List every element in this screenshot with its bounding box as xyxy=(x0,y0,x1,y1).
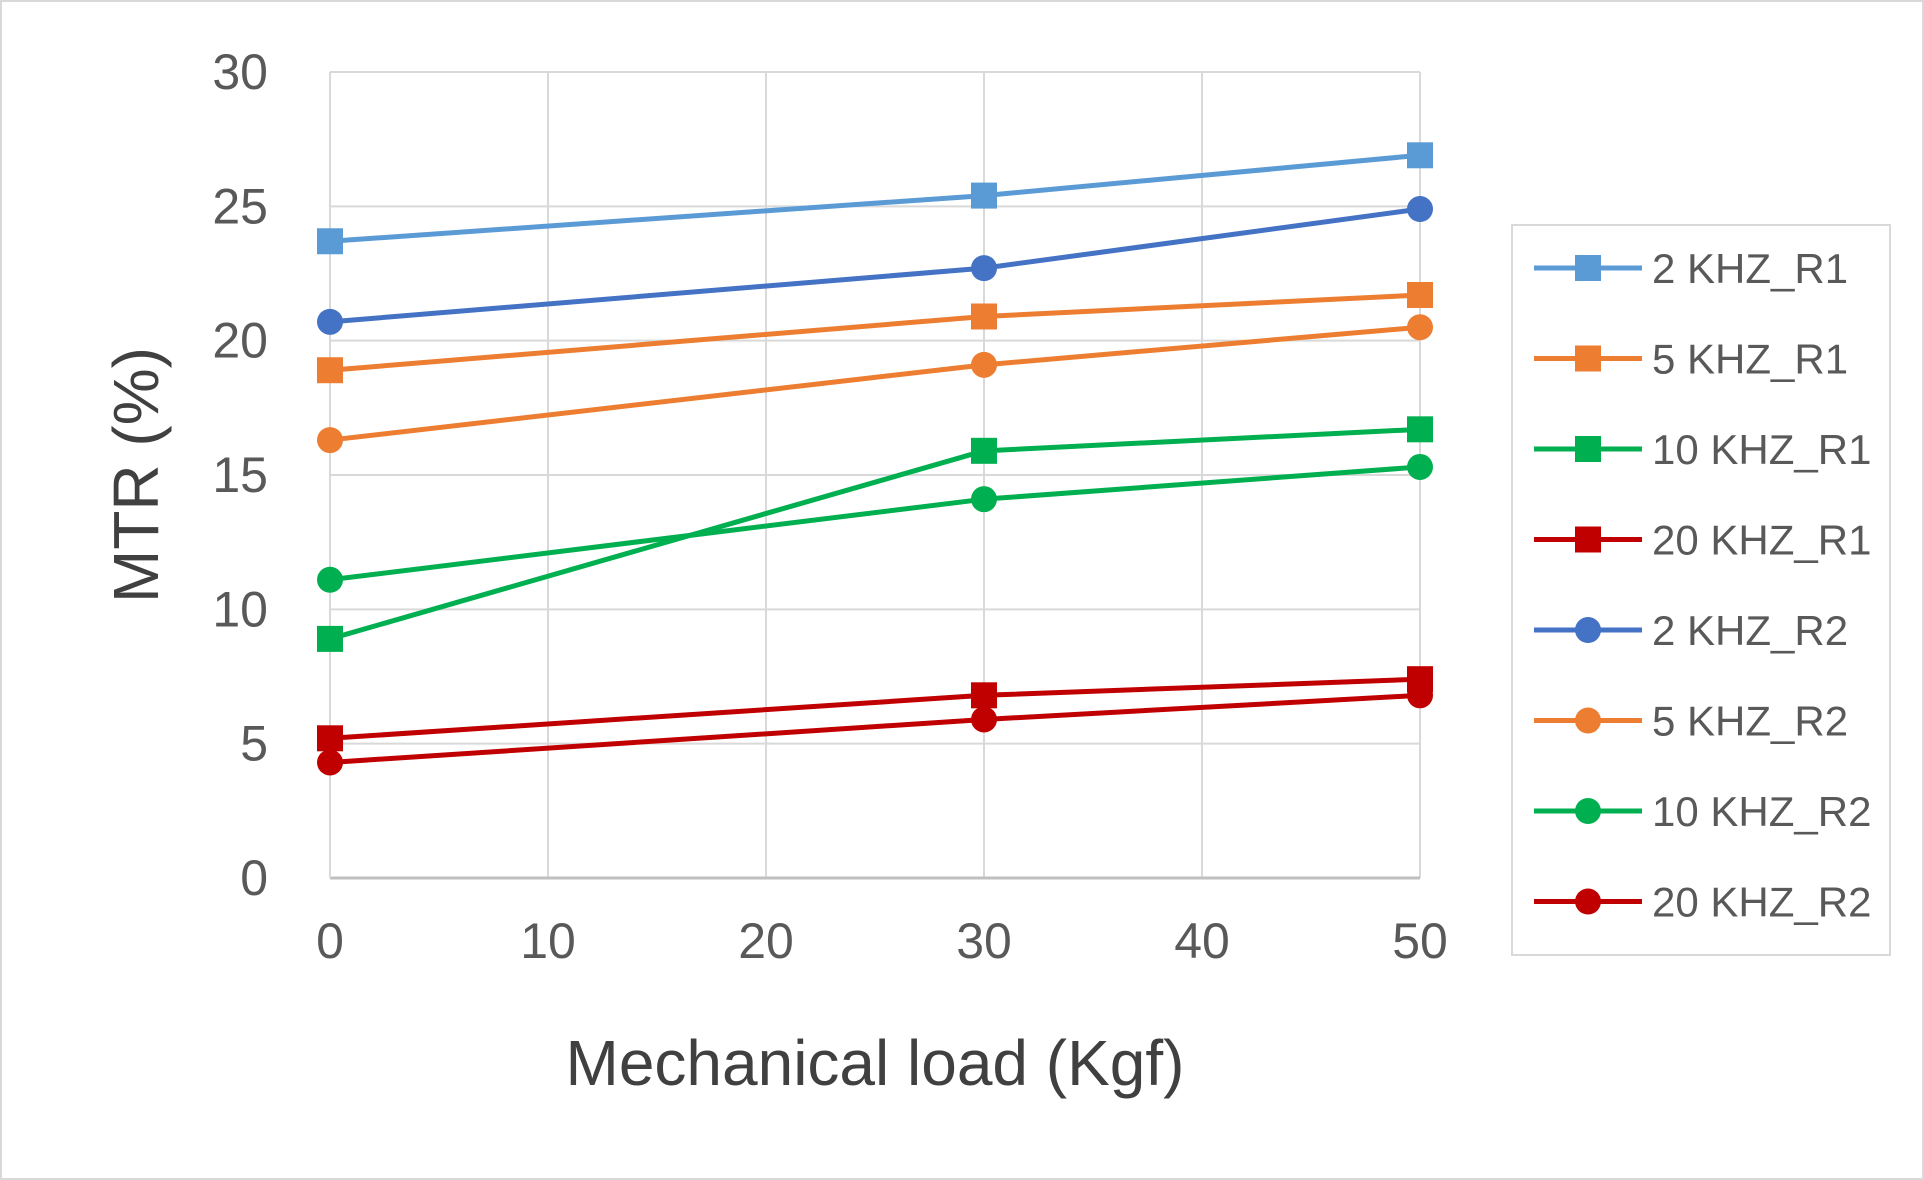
y-axis-title: MTR (%) xyxy=(100,347,172,603)
data-point xyxy=(317,725,343,752)
legend-marker xyxy=(1575,617,1601,643)
x-tick-label: 20 xyxy=(738,913,794,969)
legend-marker xyxy=(1575,255,1601,281)
data-point xyxy=(1407,196,1433,223)
legend-label: 5 KHZ_R2 xyxy=(1652,698,1848,745)
data-point xyxy=(971,182,997,209)
legend-marker xyxy=(1575,436,1601,462)
data-point xyxy=(1407,314,1433,341)
legend-item: 5 KHZ_R1 xyxy=(1534,336,1848,383)
series-20-khz_r1 xyxy=(317,666,1433,752)
series-line xyxy=(329,426,1421,642)
legend-label: 5 KHZ_R1 xyxy=(1652,336,1848,383)
series-20-khz_r2 xyxy=(317,682,1433,776)
legend: 2 KHZ_R1 5 KHZ_R1 10 KHZ_R1 20 KHZ_R1 2 KHZ_… xyxy=(1511,224,1891,956)
y-tick-label: 5 xyxy=(240,716,268,772)
data-point xyxy=(317,427,343,454)
y-tick-label: 20 xyxy=(212,313,268,369)
data-point xyxy=(971,351,997,378)
legend-label: 10 KHZ_R1 xyxy=(1652,426,1871,473)
data-point xyxy=(317,357,343,384)
series-10-khz_r1 xyxy=(317,416,1433,652)
legend-label: 2 KHZ_R1 xyxy=(1652,245,1848,292)
data-point xyxy=(971,303,997,330)
legend-label: 2 KHZ_R2 xyxy=(1652,607,1848,654)
data-point xyxy=(1407,682,1433,709)
series-2-khz_r1 xyxy=(317,142,1433,255)
x-axis-title: Mechanical load (Kgf) xyxy=(566,1027,1185,1099)
legend-marker xyxy=(1575,798,1601,824)
legend-item: 10 KHZ_R1 xyxy=(1534,426,1871,473)
data-point xyxy=(971,486,997,513)
x-tick-label: 0 xyxy=(316,913,344,969)
y-tick-label: 15 xyxy=(212,447,268,503)
data-point xyxy=(971,437,997,464)
x-tick-label: 50 xyxy=(1392,913,1448,969)
data-point xyxy=(1407,416,1433,443)
tick-labels: 0 5 10 15 20 25 30 0 10 20 30 40 50 xyxy=(212,44,1447,969)
y-tick-label: 30 xyxy=(212,44,268,100)
legend-marker xyxy=(1575,888,1601,915)
legend-marker xyxy=(1575,707,1601,734)
legend-item: 2 KHZ_R1 xyxy=(1534,245,1848,292)
y-tick-label: 25 xyxy=(212,178,268,234)
series-line xyxy=(329,152,1421,244)
legend-item: 20 KHZ_R1 xyxy=(1534,517,1871,564)
data-point xyxy=(971,682,997,709)
series-5-khz_r2 xyxy=(317,314,1433,454)
legend-marker xyxy=(1575,345,1601,372)
series-line xyxy=(329,324,1421,443)
series-lines xyxy=(317,142,1433,776)
data-point xyxy=(317,625,343,652)
data-point xyxy=(317,749,343,776)
series-10-khz_r2 xyxy=(317,453,1433,593)
legend-item: 2 KHZ_R2 xyxy=(1534,607,1848,654)
data-point xyxy=(317,228,343,255)
legend-label: 20 KHZ_R2 xyxy=(1652,879,1871,926)
legend-item: 10 KHZ_R2 xyxy=(1534,788,1871,835)
legend-item: 20 KHZ_R2 xyxy=(1534,879,1871,926)
data-point xyxy=(971,255,997,282)
series-2-khz_r2 xyxy=(317,196,1433,335)
y-tick-label: 10 xyxy=(212,581,268,637)
data-point xyxy=(971,706,997,733)
legend-label: 20 KHZ_R1 xyxy=(1652,517,1871,564)
legend-marker xyxy=(1575,526,1601,553)
y-tick-label: 0 xyxy=(240,850,268,906)
data-point xyxy=(317,308,343,335)
data-point xyxy=(1407,142,1433,169)
series-line xyxy=(329,676,1421,741)
data-point xyxy=(317,566,343,593)
x-tick-label: 40 xyxy=(1174,913,1230,969)
x-tick-label: 10 xyxy=(520,913,576,969)
series-5-khz_r1 xyxy=(317,281,1433,384)
legend-item: 5 KHZ_R2 xyxy=(1534,698,1848,745)
legend-box xyxy=(1511,224,1891,956)
gridlines xyxy=(329,71,1421,879)
x-tick-label: 30 xyxy=(956,913,1012,969)
data-point xyxy=(1407,453,1433,480)
data-point xyxy=(1407,281,1433,308)
legend-label: 10 KHZ_R2 xyxy=(1652,788,1871,835)
